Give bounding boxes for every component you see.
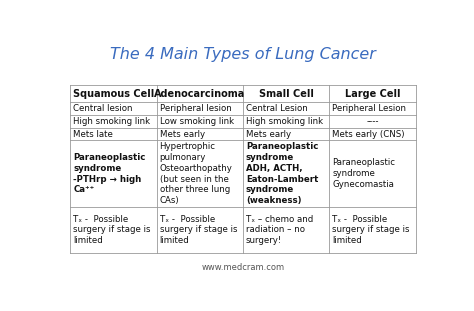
Text: Small Cell: Small Cell [259,89,313,99]
Text: Squamous Cell: Squamous Cell [73,89,154,99]
Text: Tₓ -  Possible
surgery if stage is
limited: Tₓ - Possible surgery if stage is limite… [332,215,410,245]
Text: The 4 Main Types of Lung Cancer: The 4 Main Types of Lung Cancer [110,47,376,62]
Text: Tₓ -  Possible
surgery if stage is
limited: Tₓ - Possible surgery if stage is limite… [160,215,237,245]
Text: Mets early (CNS): Mets early (CNS) [332,129,405,138]
Text: Paraneoplastic
syndrome
-PTHrp → high
Ca⁺⁺: Paraneoplastic syndrome -PTHrp → high Ca… [73,153,146,194]
Text: Low smoking link: Low smoking link [160,117,234,126]
Text: Tₓ – chemo and
radiation – no
surgery!: Tₓ – chemo and radiation – no surgery! [246,215,313,245]
Text: Hypertrophic
pulmonary
Osteoarthopathy
(but seen in the
other three lung
CAs): Hypertrophic pulmonary Osteoarthopathy (… [160,142,232,205]
Text: Paraneoplastic
syndrome
ADH, ACTH,
Eaton-Lambert
syndrome
(weakness): Paraneoplastic syndrome ADH, ACTH, Eaton… [246,142,318,205]
Text: ----: ---- [366,117,379,126]
Text: Peripheral lesion: Peripheral lesion [160,104,231,113]
Text: www.medcram.com: www.medcram.com [201,263,284,272]
Text: Tₓ -  Possible
surgery if stage is
limited: Tₓ - Possible surgery if stage is limite… [73,215,151,245]
Text: Mets early: Mets early [246,129,291,138]
Text: Mets early: Mets early [160,129,205,138]
Text: High smoking link: High smoking link [246,117,323,126]
Text: Peripheral Lesion: Peripheral Lesion [332,104,406,113]
Text: Paraneoplastic
syndrome
Gynecomastia: Paraneoplastic syndrome Gynecomastia [332,158,395,189]
Text: Mets late: Mets late [73,129,113,138]
Text: Large Cell: Large Cell [345,89,400,99]
Text: Adenocarcinoma: Adenocarcinoma [154,89,246,99]
Text: High smoking link: High smoking link [73,117,150,126]
Text: Central lesion: Central lesion [73,104,133,113]
Text: Central Lesion: Central Lesion [246,104,308,113]
